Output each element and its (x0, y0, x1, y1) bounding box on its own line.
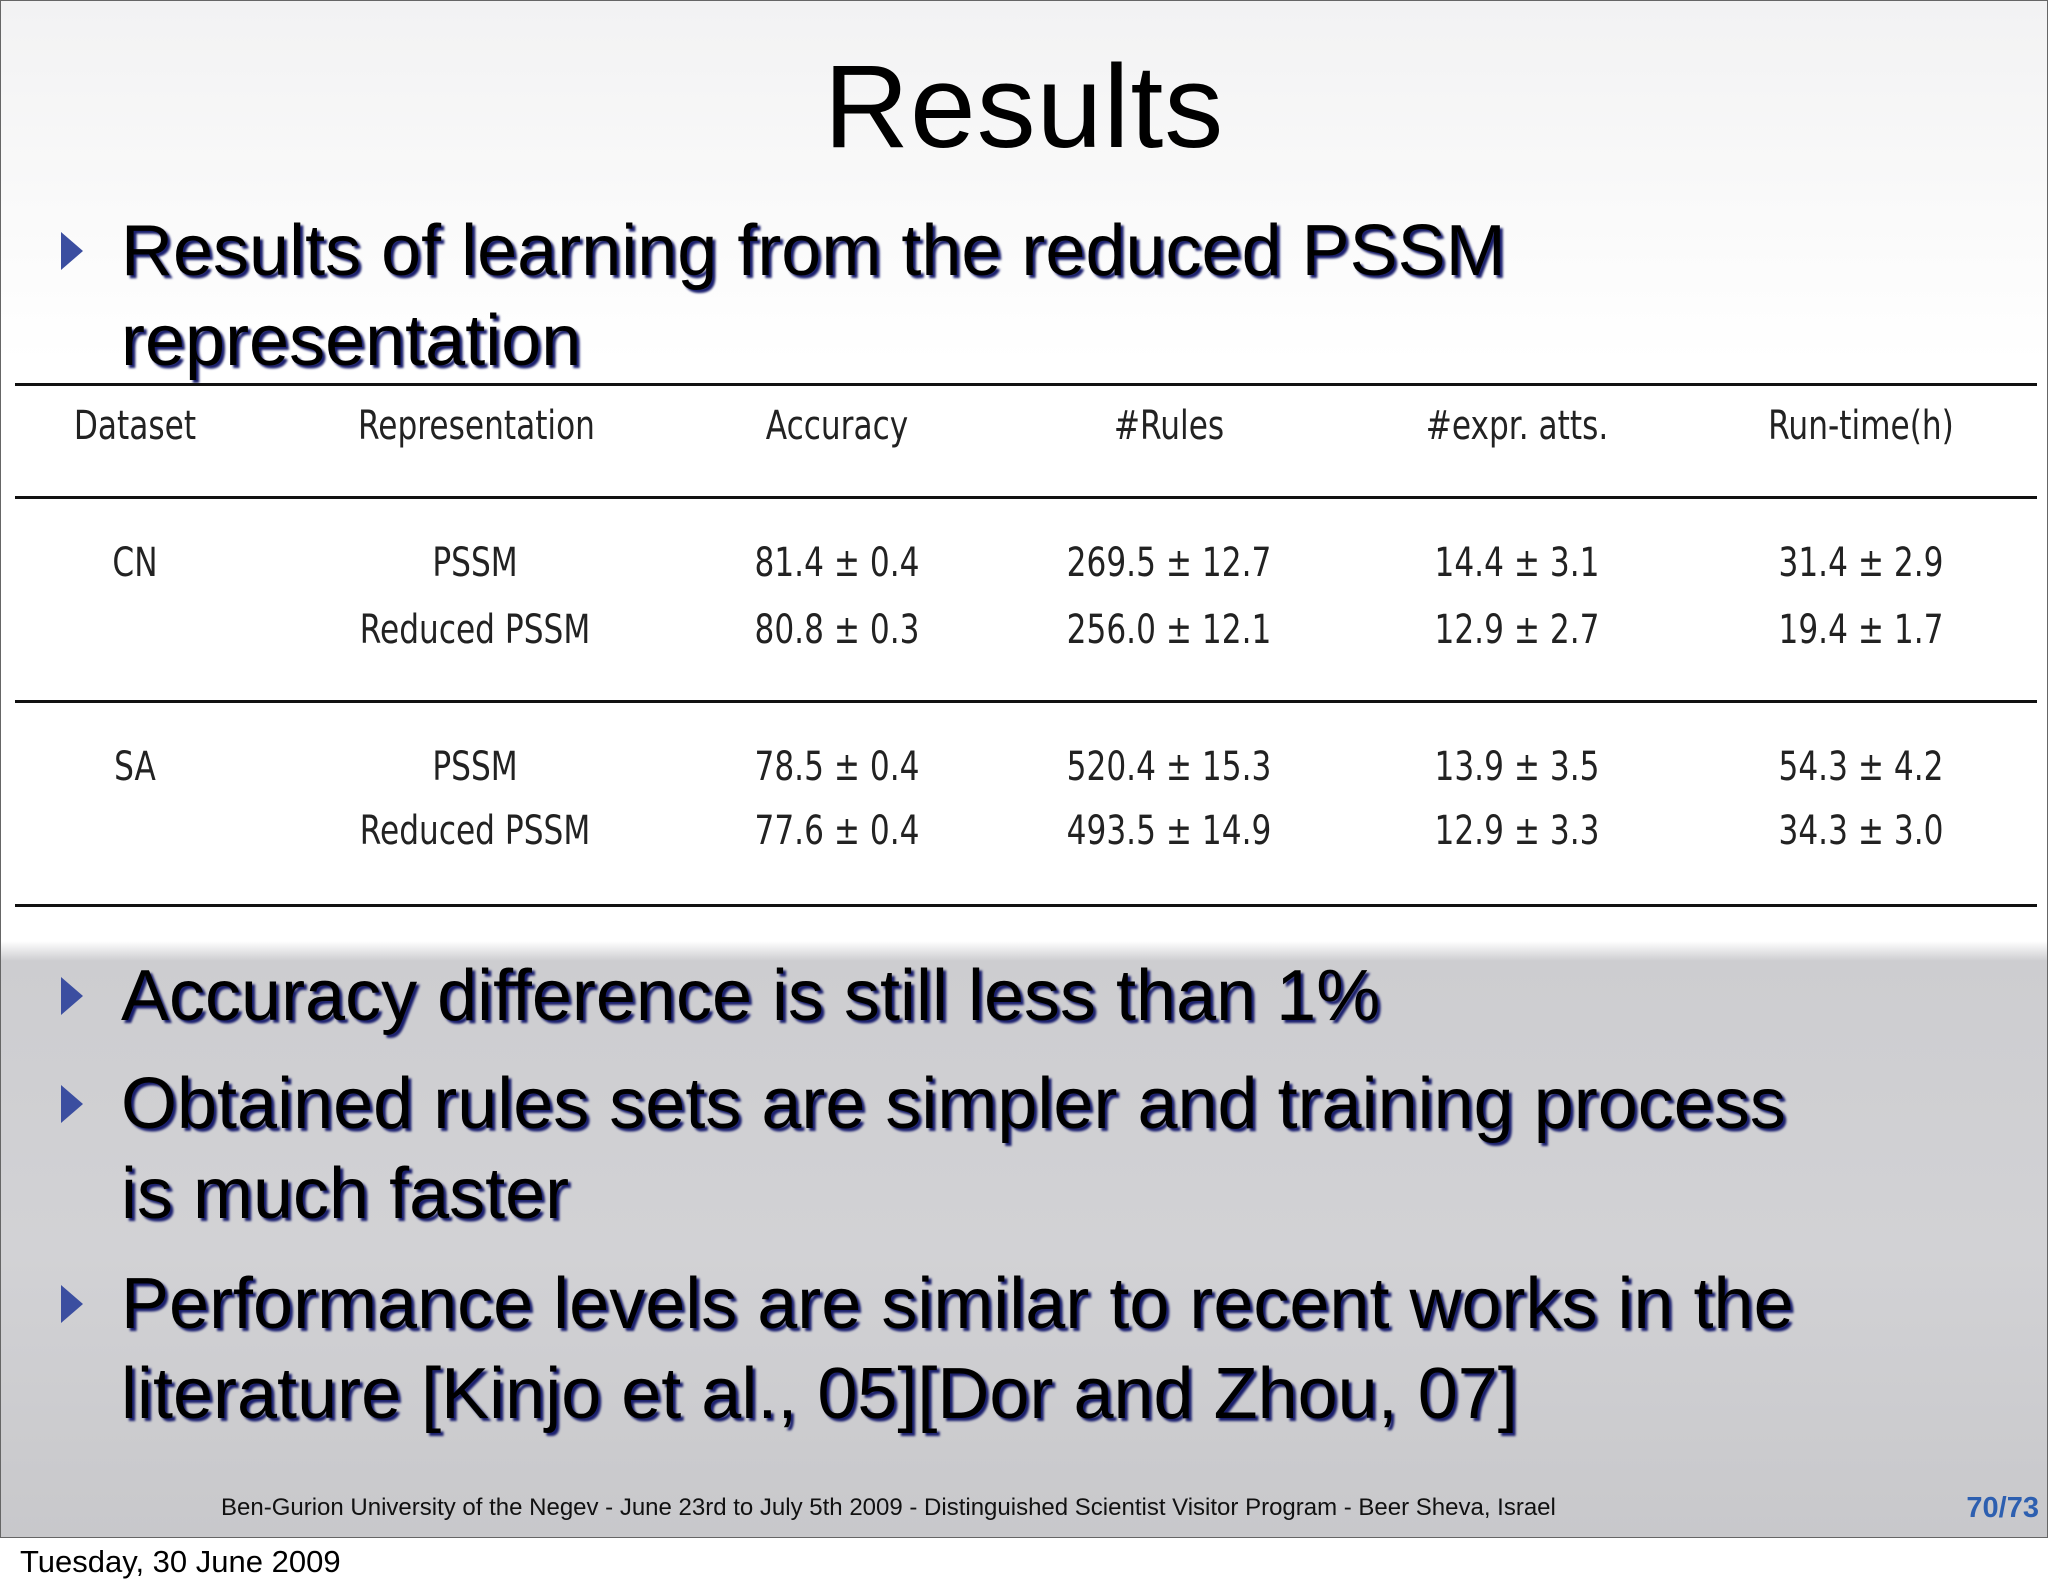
table-cell: 12.9 ± 3.3 (1434, 808, 1600, 854)
bullet-arrow-icon (61, 232, 83, 270)
slide-footer: Ben-Gurion University of the Negev - Jun… (221, 1494, 1556, 1521)
bullet-accuracy-difference: Accuracy difference is still less than 1… (61, 951, 1961, 1041)
bullet-simpler-rules: Obtained rules sets are simpler and trai… (61, 1059, 1961, 1239)
header-rules: #Rules (1113, 403, 1225, 449)
header-representation: Representation (358, 403, 595, 449)
table-cell: 14.4 ± 3.1 (1434, 540, 1600, 586)
table-cell: 269.5 ± 12.7 (1066, 540, 1272, 586)
table-rule-header (15, 496, 2037, 499)
table-cell: Reduced PSSM (359, 808, 591, 854)
bullet-line: Accuracy difference is still less than 1… (121, 956, 1381, 1036)
table-cell: 493.5 ± 14.9 (1066, 808, 1272, 854)
bullet-arrow-icon (61, 977, 83, 1015)
table-cell: 54.3 ± 4.2 (1778, 744, 1944, 790)
table-cell: 19.4 ± 1.7 (1778, 607, 1944, 653)
bullet-arrow-icon (61, 1285, 83, 1323)
table-cell: PSSM (432, 540, 518, 586)
table-cell: 520.4 ± 15.3 (1066, 744, 1272, 790)
bullet-line: literature [Kinjo et al., 05][Dor and Zh… (121, 1354, 1518, 1434)
page-number: 70/73 (1966, 1492, 2039, 1524)
table-cell: 256.0 ± 12.1 (1066, 607, 1272, 653)
table-cell: 80.8 ± 0.3 (754, 607, 920, 653)
table-rule-bottom (15, 904, 2037, 907)
dataset-label: CN (112, 540, 158, 586)
table-cell: 12.9 ± 2.7 (1434, 607, 1600, 653)
bullet-arrow-icon (61, 1085, 83, 1123)
bullet-line: representation (121, 301, 582, 381)
header-runtime: Run-time(h) (1768, 403, 1954, 449)
bullet-results-intro: Results of learning from the reduced PSS… (61, 206, 1961, 386)
table-rule-group (15, 700, 2037, 703)
results-table: Dataset Representation Accuracy #Rules #… (15, 383, 2037, 908)
bullet-line: Results of learning from the reduced PSS… (121, 211, 1506, 291)
bullet-line: is much faster (121, 1154, 570, 1234)
table-cell: PSSM (432, 744, 518, 790)
slide: Results Results of learning from the red… (0, 0, 2048, 1538)
header-dataset: Dataset (73, 403, 197, 449)
bullet-performance-levels: Performance levels are similar to recent… (61, 1259, 1961, 1439)
header-expr-atts: #expr. atts. (1425, 403, 1609, 449)
table-rule-top (15, 383, 2037, 386)
slide-title: Results (823, 41, 1225, 173)
header-accuracy: Accuracy (765, 403, 909, 449)
table-cell: 31.4 ± 2.9 (1778, 540, 1944, 586)
date-caption: Tuesday, 30 June 2009 (20, 1544, 341, 1579)
bullet-line: Obtained rules sets are simpler and trai… (121, 1064, 1786, 1144)
table-cell: 13.9 ± 3.5 (1434, 744, 1600, 790)
table-cell: 34.3 ± 3.0 (1778, 808, 1944, 854)
bullet-line: Performance levels are similar to recent… (121, 1264, 1794, 1344)
table-cell: 77.6 ± 0.4 (754, 808, 920, 854)
table-cell: 81.4 ± 0.4 (754, 540, 920, 586)
table-cell: Reduced PSSM (359, 607, 591, 653)
table-cell: 78.5 ± 0.4 (754, 744, 920, 790)
dataset-label: SA (114, 744, 156, 790)
